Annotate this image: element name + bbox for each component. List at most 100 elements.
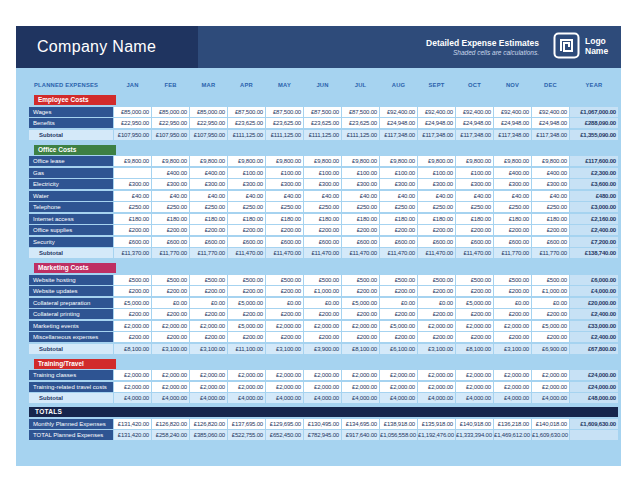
expense-cell[interactable]: £250.00 <box>342 202 379 212</box>
expense-cell[interactable]: £2,000.00 <box>266 321 303 331</box>
expense-cell[interactable]: £200.00 <box>114 332 151 342</box>
total-year-cell[interactable]: £1,609,630.00 <box>570 419 618 429</box>
expense-cell[interactable]: £22,950.00 <box>114 118 151 128</box>
expense-cell[interactable]: £2,000.00 <box>532 382 569 392</box>
total-cell[interactable]: £522,755.00 <box>228 430 265 440</box>
subtotal-cell[interactable]: £11,770.00 <box>494 248 531 258</box>
expense-cell[interactable]: £500.00 <box>494 275 531 285</box>
expense-cell[interactable]: £200.00 <box>266 286 303 296</box>
subtotal-cell[interactable]: £117,348.00 <box>380 130 417 140</box>
total-cell[interactable]: £258,240.00 <box>152 430 189 440</box>
expense-cell[interactable]: £180.00 <box>114 214 151 224</box>
expense-cell[interactable]: £85,000.00 <box>190 107 227 117</box>
expense-cell[interactable]: £2,000.00 <box>494 321 531 331</box>
expense-cell[interactable]: £180.00 <box>418 214 455 224</box>
expense-cell[interactable]: £180.00 <box>342 214 379 224</box>
expense-cell[interactable]: £300.00 <box>228 179 265 189</box>
year-cell[interactable]: £4,000.00 <box>570 286 618 296</box>
expense-cell[interactable]: £9,800.00 <box>228 156 265 166</box>
subtotal-cell[interactable]: £111,125.00 <box>304 130 341 140</box>
expense-cell[interactable]: £0.00 <box>266 298 303 308</box>
expense-cell[interactable]: £200.00 <box>418 225 455 235</box>
expense-cell[interactable]: £200.00 <box>228 286 265 296</box>
expense-cell[interactable]: £200.00 <box>114 286 151 296</box>
expense-cell[interactable]: £400.00 <box>494 168 531 178</box>
expense-cell[interactable]: £2,000.00 <box>190 382 227 392</box>
expense-cell[interactable]: £0.00 <box>152 298 189 308</box>
expense-cell[interactable]: £40.00 <box>114 191 151 201</box>
expense-cell[interactable]: £600.00 <box>532 237 569 247</box>
subtotal-cell[interactable]: £111,125.00 <box>228 130 265 140</box>
expense-cell[interactable]: £1,000.00 <box>304 286 341 296</box>
expense-cell[interactable]: £5,000.00 <box>532 321 569 331</box>
expense-cell[interactable]: £85,000.00 <box>114 107 151 117</box>
expense-cell[interactable]: £5,000.00 <box>228 321 265 331</box>
expense-cell[interactable]: £200.00 <box>114 225 151 235</box>
expense-cell[interactable]: £250.00 <box>380 202 417 212</box>
subtotal-cell[interactable]: £3,100.00 <box>190 344 227 354</box>
expense-cell[interactable]: £200.00 <box>418 286 455 296</box>
total-cell[interactable]: £130,495.00 <box>304 419 341 429</box>
expense-cell[interactable]: £23,625.00 <box>228 118 265 128</box>
expense-cell[interactable]: £100.00 <box>304 168 341 178</box>
expense-cell[interactable]: £2,000.00 <box>380 370 417 380</box>
expense-cell[interactable]: £23,625.00 <box>342 118 379 128</box>
expense-cell[interactable]: £200.00 <box>228 332 265 342</box>
total-cell[interactable]: £138,918.00 <box>380 419 417 429</box>
expense-cell[interactable]: £250.00 <box>494 202 531 212</box>
subtotal-cell[interactable]: £4,000.00 <box>228 393 265 403</box>
subtotal-cell[interactable]: £107,950.00 <box>190 130 227 140</box>
expense-cell[interactable]: £200.00 <box>456 309 493 319</box>
expense-cell[interactable]: £40.00 <box>152 191 189 201</box>
total-cell[interactable]: £131,420.00 <box>114 419 151 429</box>
expense-cell[interactable]: £600.00 <box>266 237 303 247</box>
expense-cell[interactable]: £40.00 <box>266 191 303 201</box>
expense-cell[interactable]: £2,000.00 <box>114 382 151 392</box>
expense-cell[interactable]: £0.00 <box>494 298 531 308</box>
expense-cell[interactable]: £180.00 <box>266 214 303 224</box>
expense-cell[interactable]: £92,400.00 <box>380 107 417 117</box>
expense-cell[interactable]: £0.00 <box>532 298 569 308</box>
expense-cell[interactable]: £2,000.00 <box>494 382 531 392</box>
year-cell[interactable]: £3,000.00 <box>570 202 618 212</box>
expense-cell[interactable]: £250.00 <box>532 202 569 212</box>
subtotal-cell[interactable]: £4,000.00 <box>494 393 531 403</box>
expense-cell[interactable]: £9,800.00 <box>266 156 303 166</box>
expense-cell[interactable]: £200.00 <box>494 332 531 342</box>
expense-cell[interactable]: £400.00 <box>152 168 189 178</box>
expense-cell[interactable]: £9,800.00 <box>190 156 227 166</box>
expense-cell[interactable]: £200.00 <box>190 309 227 319</box>
subtotal-cell[interactable]: £11,470.00 <box>456 248 493 258</box>
expense-cell[interactable]: £200.00 <box>532 309 569 319</box>
subtotal-cell[interactable]: £3,100.00 <box>418 344 455 354</box>
expense-cell[interactable]: £87,500.00 <box>304 107 341 117</box>
year-cell[interactable]: £117,600.00 <box>570 156 618 166</box>
expense-cell[interactable]: £200.00 <box>190 225 227 235</box>
subtotal-cell[interactable]: £8,100.00 <box>456 344 493 354</box>
expense-cell[interactable]: £24,948.00 <box>532 118 569 128</box>
expense-cell[interactable]: £2,000.00 <box>456 382 493 392</box>
expense-cell[interactable]: £250.00 <box>228 202 265 212</box>
expense-cell[interactable]: £200.00 <box>456 225 493 235</box>
subtotal-cell[interactable]: £4,000.00 <box>342 393 379 403</box>
subtotal-cell[interactable]: £117,348.00 <box>494 130 531 140</box>
expense-cell[interactable]: £40.00 <box>342 191 379 201</box>
expense-cell[interactable]: £9,800.00 <box>152 156 189 166</box>
year-cell[interactable]: £2,160.00 <box>570 214 618 224</box>
expense-cell[interactable]: £600.00 <box>114 237 151 247</box>
subtotal-cell[interactable]: £11,470.00 <box>418 248 455 258</box>
expense-cell[interactable]: £2,000.00 <box>304 382 341 392</box>
expense-cell[interactable]: £2,000.00 <box>532 370 569 380</box>
expense-cell[interactable]: £200.00 <box>152 309 189 319</box>
subtotal-cell[interactable]: £4,000.00 <box>380 393 417 403</box>
expense-cell[interactable]: £180.00 <box>190 214 227 224</box>
expense-cell[interactable]: £500.00 <box>418 275 455 285</box>
year-cell[interactable]: £33,000.00 <box>570 321 618 331</box>
expense-cell[interactable]: £40.00 <box>456 191 493 201</box>
expense-cell[interactable]: £300.00 <box>418 179 455 189</box>
expense-cell[interactable]: £500.00 <box>456 275 493 285</box>
expense-cell[interactable]: £250.00 <box>114 202 151 212</box>
expense-cell[interactable]: £200.00 <box>342 286 379 296</box>
year-cell[interactable]: £24,000.00 <box>570 370 618 380</box>
expense-cell[interactable]: £200.00 <box>532 225 569 235</box>
